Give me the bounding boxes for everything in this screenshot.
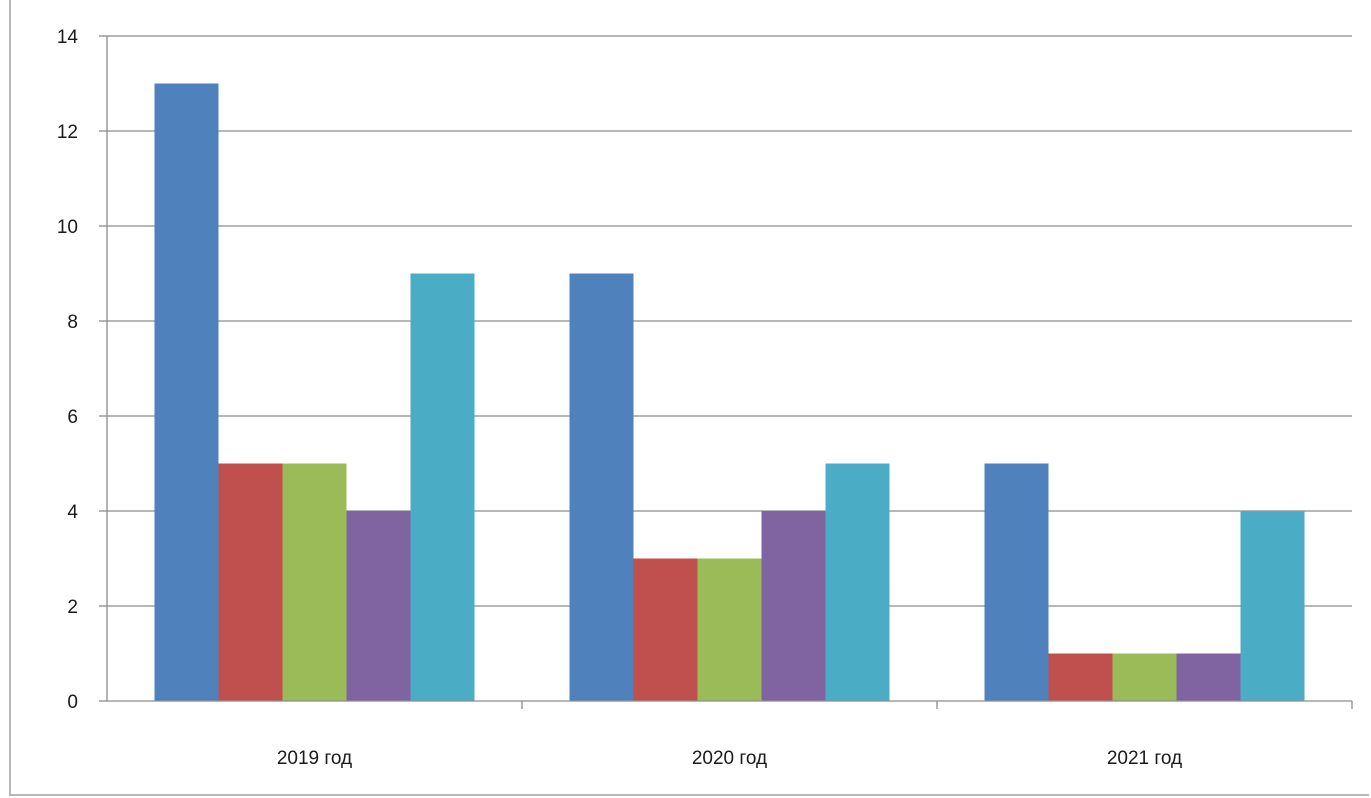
bar-series1-3	[984, 463, 1049, 701]
bar-series3-1	[282, 463, 347, 701]
y-tick-label: 4	[67, 502, 78, 523]
y-tick-label: 8	[67, 312, 78, 333]
bar-series4-3	[1176, 653, 1241, 701]
y-tick-label: 2	[67, 597, 78, 618]
chart-frame	[9, 0, 1369, 796]
x-tick-label: 2021 год	[1107, 748, 1182, 769]
y-tick-label: 14	[57, 27, 79, 48]
bars	[154, 83, 1305, 701]
bar-series4-1	[346, 511, 411, 701]
bar-series4-2	[761, 511, 826, 701]
y-tick-label: 0	[67, 692, 78, 713]
x-tick-labels: 2019 год 2020 год 2021 год	[277, 748, 1182, 769]
y-tick-labels: 0 2 4 6 8 10 12 14	[57, 27, 79, 713]
bar-series2-2	[633, 558, 698, 701]
bar-series5-3	[1240, 511, 1305, 701]
bar-series5-2	[825, 463, 890, 701]
x-tick-label: 2019 год	[277, 748, 352, 769]
y-tick-label: 10	[57, 217, 78, 238]
bar-series3-3	[1112, 653, 1177, 701]
x-tick-label: 2020 год	[692, 748, 767, 769]
y-tick-label: 12	[57, 122, 78, 143]
bar-series1-1	[154, 83, 219, 701]
y-tick-label: 6	[67, 407, 78, 428]
bar-series1-2	[569, 273, 634, 701]
axes	[99, 35, 1353, 709]
bar-series2-1	[218, 463, 283, 701]
bar-series3-2	[697, 558, 762, 701]
bar-series2-3	[1048, 653, 1113, 701]
bar-series5-1	[410, 273, 475, 701]
